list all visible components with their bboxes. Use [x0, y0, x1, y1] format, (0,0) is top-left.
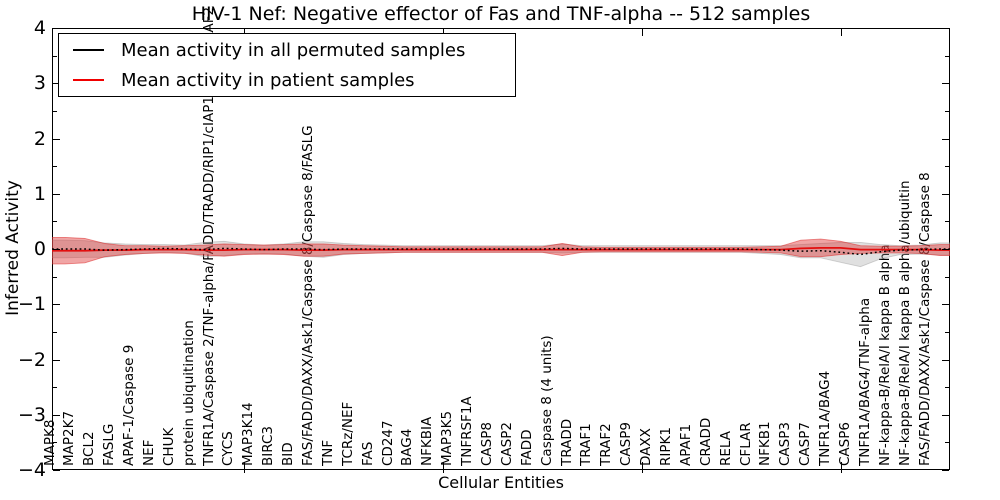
- y-tick-mark: [53, 332, 57, 333]
- x-tick-mark: [244, 462, 245, 473]
- y-tick-mark: [53, 415, 60, 416]
- y-tick-label: −1: [17, 293, 46, 316]
- y-tick-label: 2: [33, 127, 46, 150]
- y-tick-label: 1: [33, 182, 46, 205]
- y-tick-label: −3: [17, 403, 46, 426]
- y-tick-mark: [53, 470, 60, 471]
- y-tick-mark: [53, 277, 57, 278]
- y-tick-label: 4: [33, 17, 46, 39]
- y-tick-mark: [945, 442, 949, 443]
- x-tick-mark: [841, 462, 842, 473]
- y-tick-mark: [53, 139, 60, 140]
- y-tick-mark: [945, 166, 949, 167]
- x-tick-mark: [642, 462, 643, 473]
- legend-label-permuted: Mean activity in all permuted samples: [121, 39, 466, 61]
- patient-line-swatch: [73, 79, 104, 81]
- y-tick-mark: [942, 415, 949, 416]
- y-tick-label: 0: [33, 238, 46, 260]
- y-tick-mark: [53, 111, 57, 112]
- y-tick-mark: [945, 387, 949, 388]
- y-tick-label: −4: [17, 459, 46, 481]
- y-tick-mark: [53, 83, 60, 84]
- y-tick-label: 3: [33, 72, 46, 95]
- y-tick-mark: [53, 304, 60, 305]
- y-tick-mark: [53, 194, 60, 195]
- chart-title: HIV-1 Nef: Negative effector of Fas and …: [191, 3, 811, 25]
- y-tick-mark: [53, 387, 57, 388]
- legend-item-permuted: Mean activity in all permuted samples: [73, 35, 515, 65]
- permuted-mean-line: [52, 247, 950, 256]
- x-axis-label: Cellular Entities: [438, 473, 564, 492]
- y-tick-mark: [942, 360, 949, 361]
- x-tick-mark: [443, 29, 444, 36]
- y-tick-mark: [53, 56, 57, 57]
- y-tick-mark: [945, 221, 949, 222]
- y-tick-mark: [942, 139, 949, 140]
- y-tick-mark: [942, 194, 949, 195]
- y-tick-mark: [53, 360, 60, 361]
- patient-mean-line: [52, 247, 950, 252]
- y-tick-mark: [942, 470, 949, 471]
- activity-plot-svg: [52, 236, 950, 268]
- patient-std-band: [52, 236, 950, 265]
- permuted-std-band: [52, 239, 950, 268]
- y-tick-mark: [53, 249, 60, 250]
- y-tick-mark: [53, 221, 57, 222]
- y-tick-mark: [945, 56, 949, 57]
- x-tick-mark: [841, 29, 842, 36]
- x-tick-mark: [443, 462, 444, 473]
- x-tick-mark: [244, 29, 245, 36]
- y-tick-mark: [945, 111, 949, 112]
- y-tick-mark: [942, 83, 949, 84]
- legend-box: Mean activity in all permuted samples Me…: [58, 33, 516, 97]
- y-tick-mark: [942, 249, 949, 250]
- y-tick-label: −2: [17, 348, 46, 371]
- y-tick-mark: [53, 442, 57, 443]
- y-tick-mark: [945, 332, 949, 333]
- legend-item-patient: Mean activity in patient samples: [73, 65, 515, 95]
- y-tick-mark: [942, 28, 949, 29]
- x-tick-mark: [642, 29, 643, 36]
- legend-label-patient: Mean activity in patient samples: [121, 69, 415, 91]
- permuted-line-swatch: [73, 49, 104, 51]
- y-tick-mark: [53, 166, 57, 167]
- y-tick-mark: [53, 28, 60, 29]
- y-tick-mark: [942, 304, 949, 305]
- y-tick-mark: [945, 277, 949, 278]
